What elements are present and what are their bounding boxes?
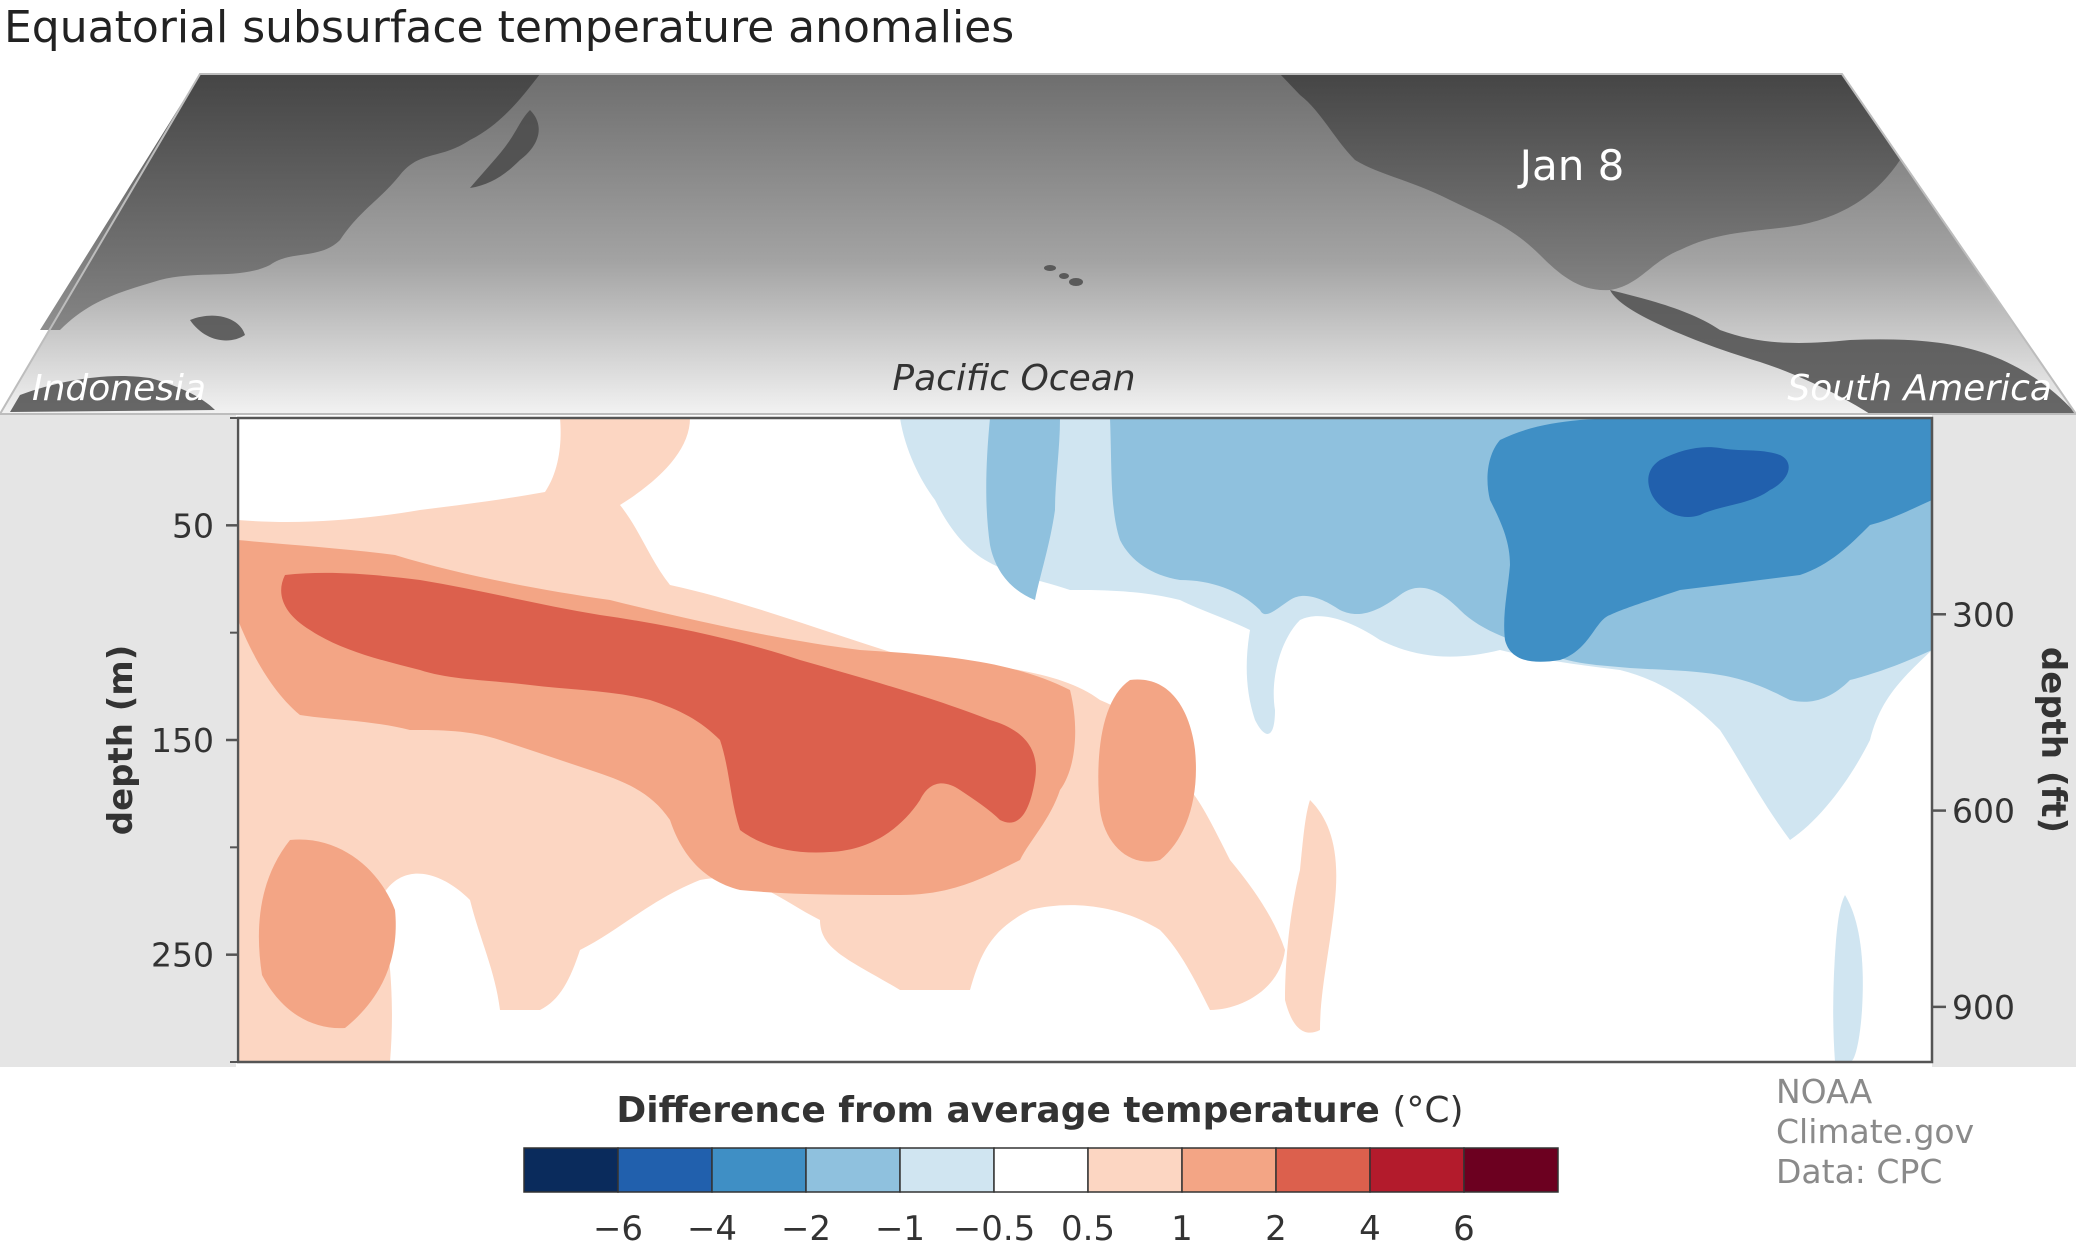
left-tick-label-150: 150 xyxy=(151,721,214,760)
left-axis-ticks: 50 150 250 xyxy=(151,417,238,1063)
colorbar-swatch-3 xyxy=(805,1147,901,1193)
credit-data: Data: CPC xyxy=(1776,1152,1943,1191)
warm-anomaly-1-to-2-east-blob xyxy=(1098,679,1196,862)
right-tick-label-600: 600 xyxy=(1952,792,2015,831)
colorbar-unit: (°C) xyxy=(1392,1090,1464,1131)
colorbar-swatch-9 xyxy=(1369,1147,1465,1193)
colorbar-swatch-2 xyxy=(711,1147,807,1193)
colorbar-tick-labels: −6 −4 −2 −1 −0.5 0.5 1 2 4 6 xyxy=(593,1209,1475,1249)
warm-anomaly-1-to-2-west-deep xyxy=(258,839,396,1029)
colorbar-swatch-10 xyxy=(1463,1147,1559,1193)
colorbar-tick-label: −4 xyxy=(687,1209,737,1249)
colorbar-tick-label: 2 xyxy=(1265,1209,1287,1249)
colorbar xyxy=(523,1147,1559,1193)
colorbar-label: Difference from average temperature xyxy=(616,1090,1380,1131)
colorbar-tick-label: 1 xyxy=(1171,1209,1193,1249)
colorbar-swatch-8 xyxy=(1275,1147,1371,1193)
colorbar-tick-label: −6 xyxy=(593,1209,643,1249)
south-america-label: South America xyxy=(1787,368,2052,409)
colorbar-tick-label: −0.5 xyxy=(953,1209,1036,1249)
colorbar-tick-label: −1 xyxy=(875,1209,925,1249)
colorbar-tick-label: 4 xyxy=(1359,1209,1381,1249)
warm-anomaly-east-patch xyxy=(1285,800,1337,1033)
colorbar-swatch-7 xyxy=(1181,1147,1277,1193)
anomaly-plot xyxy=(236,416,1934,1064)
left-tick-label-250: 250 xyxy=(151,936,214,975)
right-axis-ticks: 300 600 900 xyxy=(1932,595,2015,1027)
colorbar-title: Difference from average temperature (°C) xyxy=(520,1090,1560,1131)
indonesia-islands xyxy=(10,315,245,412)
indonesia-label: Indonesia xyxy=(32,368,206,409)
colorbar-tick-label: 0.5 xyxy=(1061,1209,1115,1249)
left-side-panel xyxy=(0,415,236,1067)
asia-landmass xyxy=(40,74,540,330)
pacific-ocean-label: Pacific Ocean xyxy=(892,358,1135,399)
colorbar-tick-label: −2 xyxy=(781,1209,831,1249)
colorbar-swatch-5 xyxy=(993,1147,1089,1193)
south-america-landmass xyxy=(1610,290,2076,414)
colorbar-swatch-4 xyxy=(899,1147,995,1193)
colorbar-swatch-0 xyxy=(523,1147,619,1193)
right-axis-label: depth (ft) xyxy=(2033,647,2073,833)
left-axis-label: depth (m) xyxy=(101,645,141,836)
map-date-label: Jan 8 xyxy=(1517,141,1625,190)
warm-anomaly-2-to-4 xyxy=(281,572,1036,853)
right-tick-label-300: 300 xyxy=(1952,595,2015,634)
left-tick-label-50: 50 xyxy=(172,506,214,545)
colorbar-swatch-1 xyxy=(617,1147,713,1193)
cool-anomaly-4-to-6 xyxy=(1648,447,1789,518)
japan-island xyxy=(470,110,539,188)
credit: NOAA Climate.gov Data: CPC xyxy=(1776,1072,2076,1192)
credit-source: NOAA Climate.gov xyxy=(1776,1072,1975,1151)
page-title: Equatorial subsurface temperature anomal… xyxy=(4,2,1015,53)
hawaii-islands xyxy=(1044,265,1083,286)
map-panel xyxy=(0,73,2076,415)
right-tick-label-900: 900 xyxy=(1952,988,2015,1027)
north-america-landmass xyxy=(1280,74,1900,291)
cool-anomaly-deep-east xyxy=(1833,895,1863,1062)
right-side-panel xyxy=(1932,415,2076,1067)
cool-anomaly-2-to-4 xyxy=(1487,418,1932,662)
colorbar-tick-label: 6 xyxy=(1453,1209,1475,1249)
colorbar-swatch-6 xyxy=(1087,1147,1183,1193)
